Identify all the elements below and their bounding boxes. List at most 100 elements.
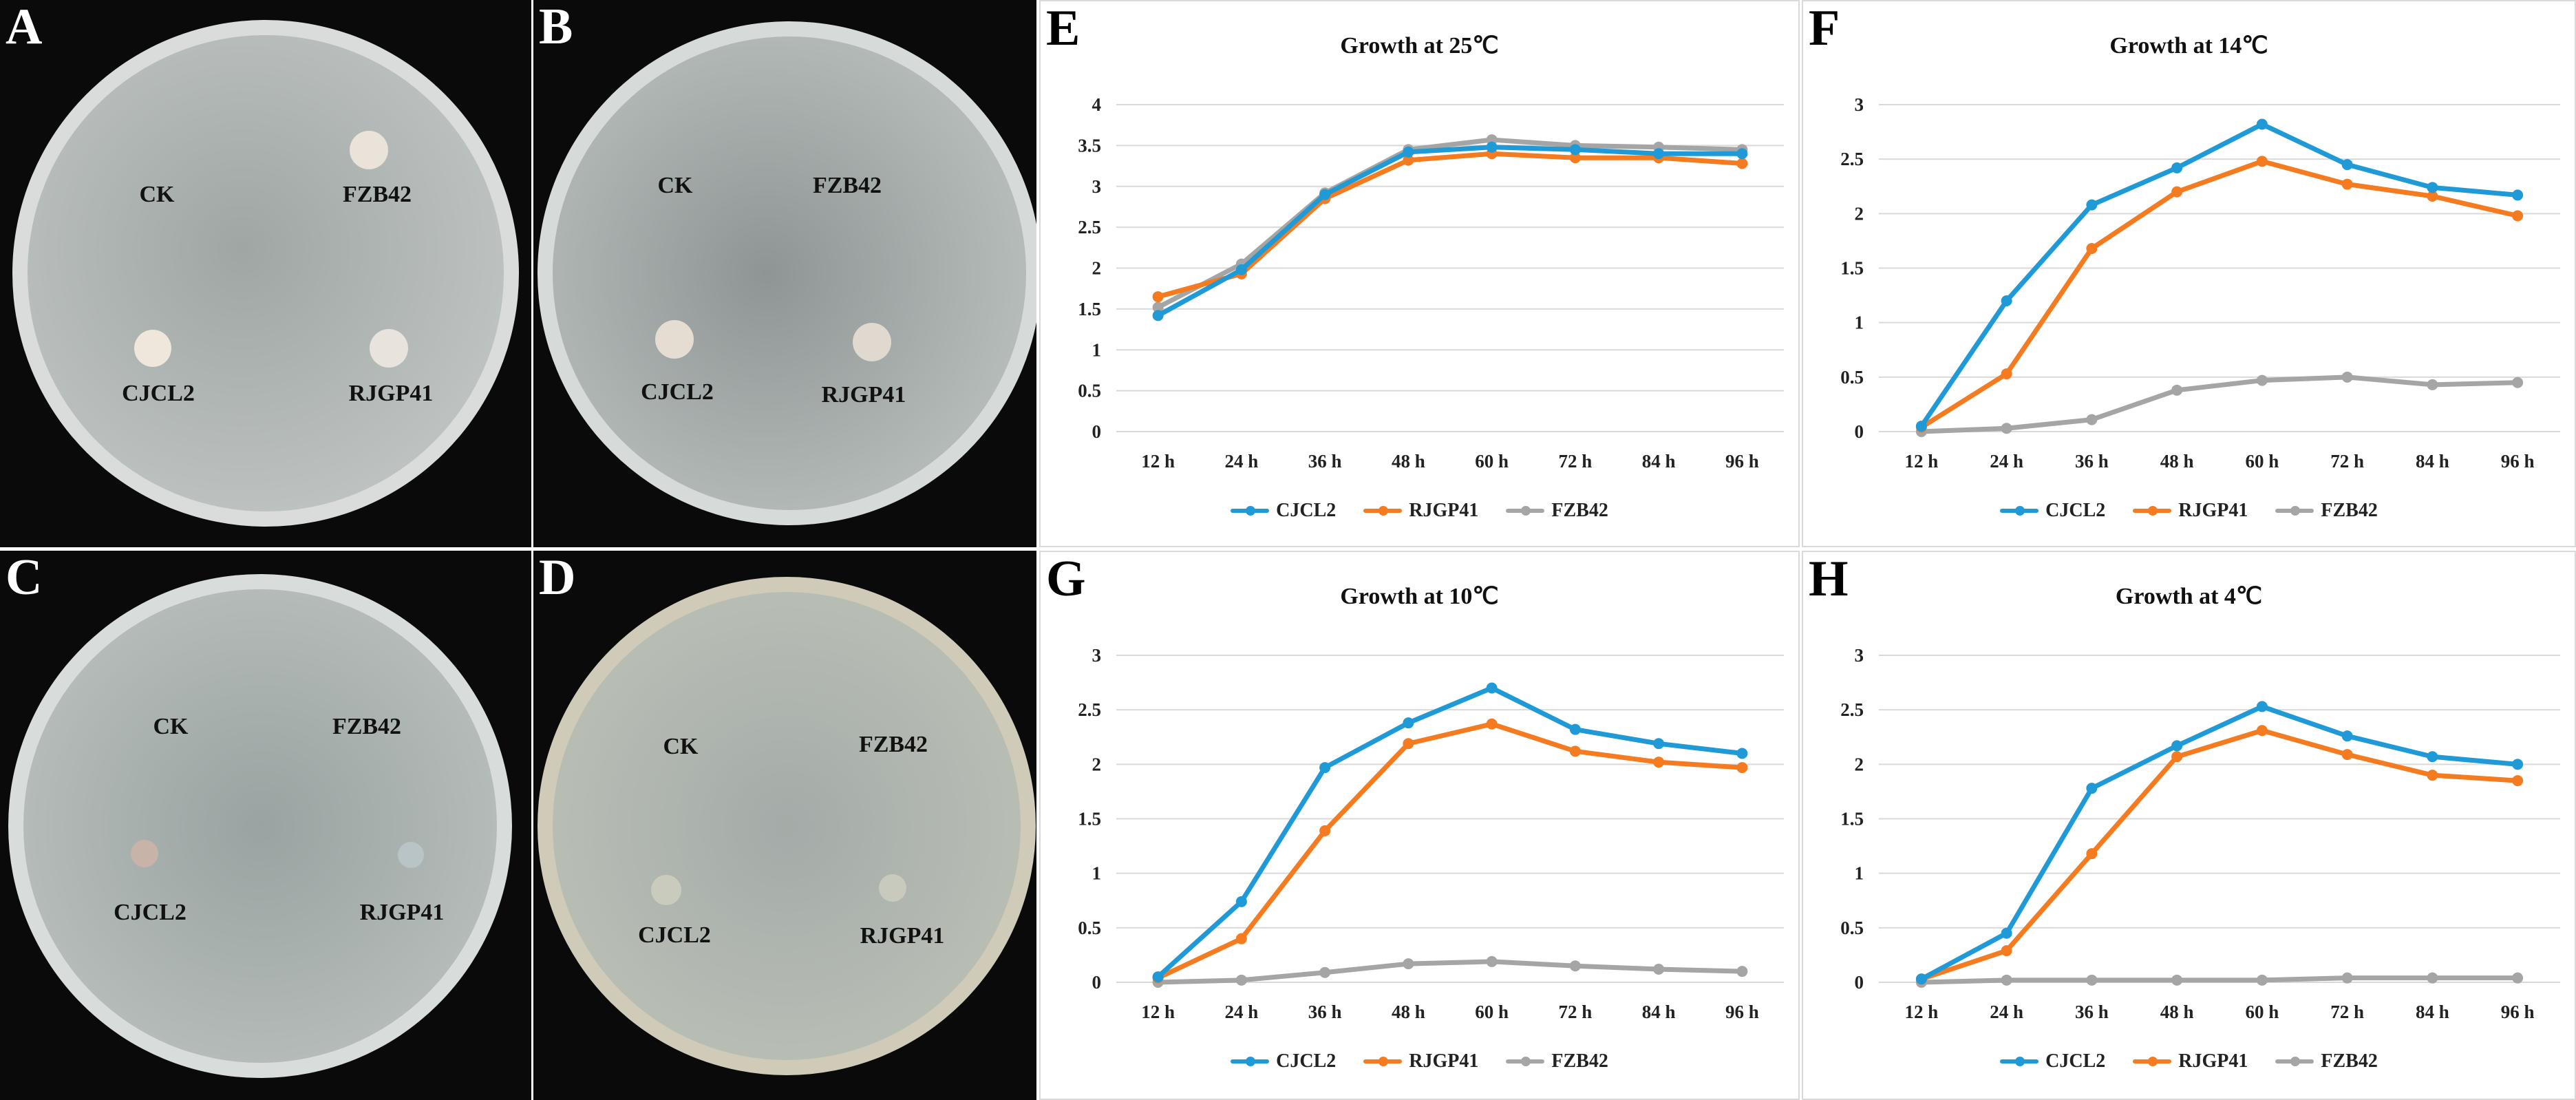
photo-panel-a: A CK FZB42 CJCL2 RJGP41 [0,0,531,547]
data-point-cjcl2 [1319,189,1331,200]
data-point-cjcl2 [1653,738,1665,750]
spot-label-cjcl2: CJCL2 [638,922,711,948]
x-tick-label: 24 h [1224,1002,1258,1022]
data-point-rjgp41 [2341,749,2353,761]
data-point-fzb42 [1152,302,1164,313]
colony-cjcl2 [651,875,681,905]
data-point-rjgp41 [1653,757,1665,768]
legend-swatch-fzb42 [1506,1057,1545,1066]
chart-panel-f: F Growth at 14℃ 0 0.5 1 1.5 2 2.5 3 12 h 24 h 36 … [1802,0,2576,547]
data-point-rjgp41 [2001,945,2012,957]
series-line-fzb42 [1921,975,2518,985]
legend-label-rjgp41: RJGP41 [1409,500,1479,521]
data-point-fzb42 [2001,423,2012,434]
x-tick-label: 24 h [1224,451,1258,472]
series-line-cjcl2 [1920,704,2518,982]
panel-label-c: C [6,551,43,606]
y-tick-label: 3 [1092,176,1102,197]
x-tick-label: 96 h [1725,451,1759,472]
colony-cjcl2 [131,840,158,867]
x-tick-label: 36 h [2075,451,2109,472]
series-line-cjcl2 [1156,145,1743,318]
x-tick-label: 72 h [1558,1002,1592,1022]
chart-legend: CJCL2 RJGP41 FZB42 [1041,1050,1798,1072]
chart-panel-h: H Growth at 4℃ 0 0.5 1 1.5 2 2.5 3 12 h 24 h 36 h… [1802,551,2576,1100]
data-point-cjcl2 [1486,682,1498,694]
data-point-fzb42 [1486,955,1498,967]
legend-swatch-rjgp41 [2133,506,2172,516]
x-tick-label: 12 h [1904,451,1938,472]
y-tick-label: 1.5 [1840,258,1864,279]
data-point-rjgp41 [2086,243,2098,254]
chart-legend: CJCL2 RJGP41 FZB42 [1803,1050,2575,1072]
legend-label-rjgp41: RJGP41 [1409,1050,1479,1072]
data-point-cjcl2 [1736,748,1748,759]
legend-swatch-rjgp41 [2133,1057,2172,1066]
agar-surface [23,589,497,1063]
data-point-cjcl2 [2001,927,2012,939]
data-point-rjgp41 [2512,775,2524,787]
data-point-rjgp41 [2256,725,2268,737]
data-point-rjgp41 [1569,152,1581,164]
y-tick-label: 1 [1092,339,1102,360]
x-tick-label: 60 h [1475,451,1509,472]
x-tick-label: 72 h [1558,451,1592,472]
y-tick-label: 2 [1855,203,1864,224]
series-line-rjgp41 [1157,151,1743,299]
colony-rjgp41 [879,874,906,902]
agar-surface [28,35,504,511]
panel-label-g: G [1046,551,1086,607]
colony-cjcl2 [134,330,171,367]
y-tick-label: 3.5 [1078,135,1101,156]
x-tick-label: 48 h [2160,1002,2194,1022]
legend-swatch-rjgp41 [1363,506,1403,516]
data-point-rjgp41 [2171,751,2183,763]
y-tick-label: 2.5 [1840,149,1864,169]
data-point-rjgp41 [2171,186,2183,198]
legend-item-rjgp41: RJGP41 [2133,500,2248,522]
y-tick-label: 3 [1855,645,1864,666]
legend-item-fzb42: FZB42 [1506,1050,1608,1072]
data-point-fzb42 [2427,972,2438,984]
x-tick-label: 72 h [2330,1002,2364,1022]
chart-title: Growth at 14℃ [2109,33,2268,59]
x-tick-label: 60 h [2245,1002,2279,1022]
x-tick-label: 24 h [1990,1002,2023,1022]
line-chart-h: 0 0.5 1 1.5 2 2.5 3 12 h 24 h 36 h 48 h 60 h 72 h 84 … [1840,645,2560,1022]
legend-item-cjcl2: CJCL2 [2000,1050,2105,1072]
data-point-cjcl2 [1403,146,1414,158]
x-tick-label: 12 h [1904,1002,1938,1022]
data-point-rjgp41 [2341,178,2353,190]
data-point-fzb42 [2341,371,2353,383]
data-point-cjcl2 [2427,751,2438,763]
data-point-rjgp41 [2427,770,2438,781]
data-point-fzb42 [2001,974,2012,986]
data-point-rjgp41 [1152,291,1164,303]
x-tick-label: 84 h [1642,451,1676,472]
y-tick-label: 0.5 [1078,918,1101,938]
petri-dish-c [8,574,512,1078]
data-point-fzb42 [1569,960,1581,972]
panel-label-f: F [1809,0,1840,56]
spot-label-cjcl2: CJCL2 [114,900,187,925]
data-point-rjgp41 [2086,848,2098,860]
legend-swatch-rjgp41 [1363,1057,1403,1066]
spot-label-ck: CK [657,173,693,198]
data-point-fzb42 [1653,964,1665,975]
data-point-cjcl2 [2256,701,2268,712]
data-point-fzb42 [1235,974,1247,986]
y-tick-label: 1.5 [1078,809,1101,829]
panel-label-a: A [6,0,43,55]
legend-item-cjcl2: CJCL2 [1231,500,1336,522]
x-tick-label: 96 h [2501,451,2535,472]
data-point-cjcl2 [2171,740,2183,752]
data-point-fzb42 [2171,974,2183,986]
colony-rjgp41 [853,323,891,361]
data-point-cjcl2 [2171,162,2183,173]
series-line-rjgp41 [1920,158,2518,430]
panel-label-d: D [539,551,576,606]
x-tick-label: 72 h [2330,451,2364,472]
spot-label-rjgp41: RJGP41 [348,381,434,406]
y-tick-label: 2 [1092,258,1102,279]
data-point-cjcl2 [2341,159,2353,171]
